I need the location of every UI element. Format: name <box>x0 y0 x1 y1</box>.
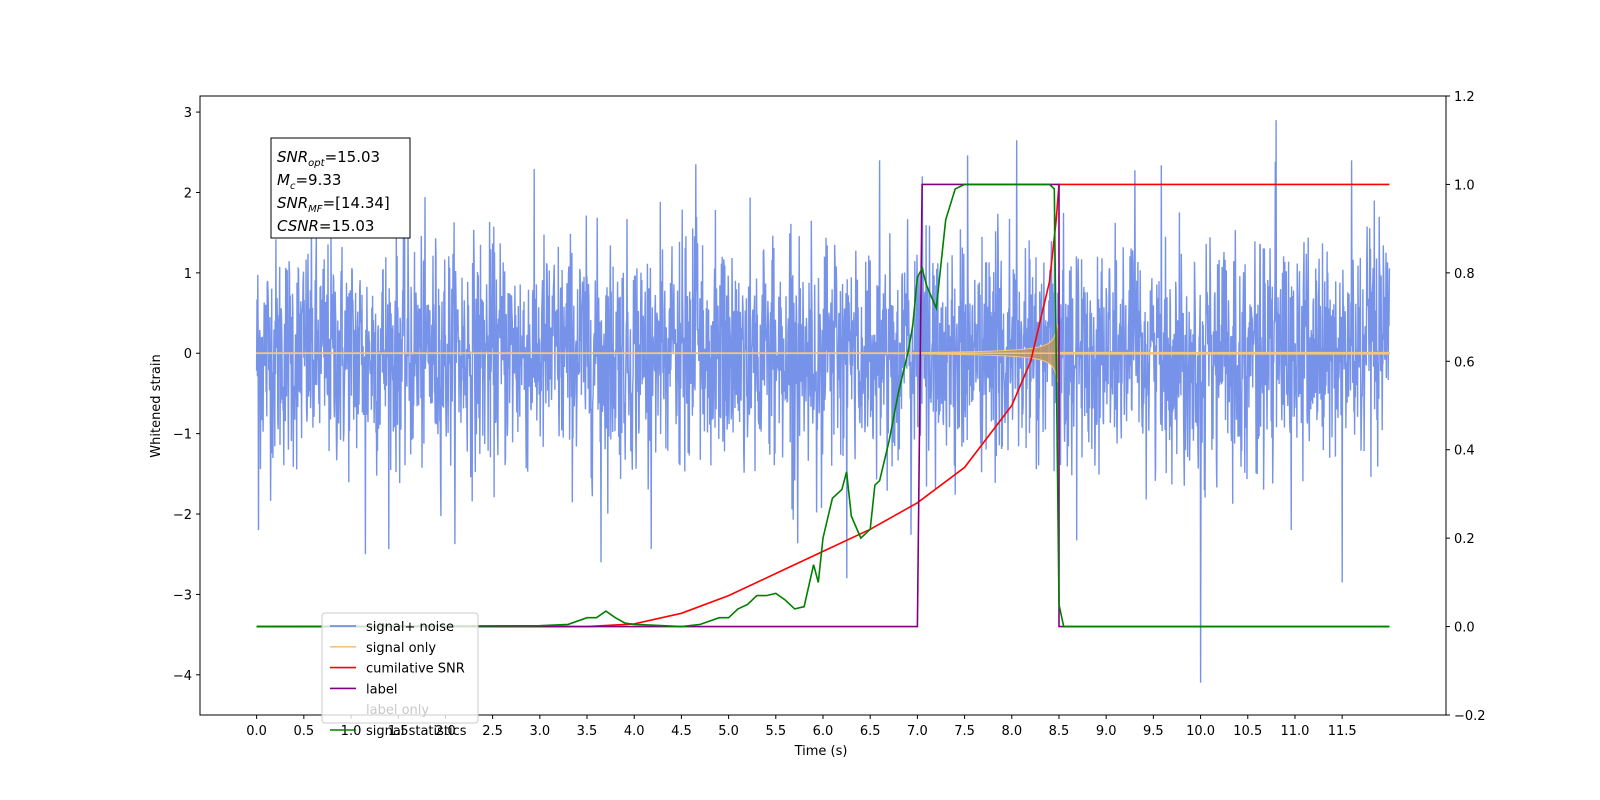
x-tick-label: 8.0 <box>1001 724 1022 739</box>
y2-tick-label: 0.6 <box>1454 355 1475 370</box>
y-tick-label: 2 <box>184 186 192 201</box>
x-tick-label: 3.5 <box>577 724 598 739</box>
x-tick-label: 7.5 <box>954 724 975 739</box>
x-tick-label: 0.0 <box>246 724 267 739</box>
annotation-frame <box>270 137 411 239</box>
y-axis-ticks: 3 2 1 0 −1 −2 −3 −4 <box>173 106 200 684</box>
legend-frame <box>321 612 479 724</box>
y-tick-label: 3 <box>184 106 192 121</box>
x-tick-label: 2.5 <box>482 724 503 739</box>
y2-tick-label: 0.0 <box>1454 621 1475 636</box>
y-axis-label: Whitened strain <box>149 354 164 457</box>
x-tick-label: 8.5 <box>1049 724 1070 739</box>
y2-tick-label: 0.8 <box>1454 267 1475 282</box>
x-tick-label: 4.5 <box>671 724 692 739</box>
y-tick-label: 0 <box>184 347 192 362</box>
legend-entry-signal-only: signal only <box>366 641 436 656</box>
legend: signal+ noise signal only cumilative SNR la… <box>321 612 479 739</box>
x-tick-label: 9.5 <box>1143 724 1164 739</box>
y2-tick-label: 0.4 <box>1454 444 1475 459</box>
y-tick-label: −3 <box>173 588 192 603</box>
x-tick-label: 10.5 <box>1233 724 1262 739</box>
x-tick-label: 1.0 <box>341 724 362 739</box>
annotation-line: SNRopt=15.03 <box>277 148 380 169</box>
legend-entry-label-only: label only <box>366 703 429 718</box>
y2-tick-label: −0.2 <box>1454 709 1486 724</box>
x-axis-ticks: 0.0 0.5 1.0 1.5 2.0 2.5 3.0 3.5 4.0 4.5 5.0 5.5 6.0 6… <box>246 715 1357 739</box>
y2-axis-ticks: 1.2 1.0 0.8 0.6 0.4 0.2 0.0 −0.2 <box>1446 90 1486 724</box>
series-signal-statistics-line <box>256 183 1390 628</box>
legend-entry-signal-noise: signal+ noise <box>366 620 454 635</box>
x-axis-label: Time (s) <box>794 744 848 759</box>
x-tick-label: 5.0 <box>718 724 739 739</box>
y-tick-label: −1 <box>173 428 192 443</box>
y-tick-label: 1 <box>184 267 192 282</box>
x-tick-label: 10.0 <box>1186 724 1215 739</box>
x-tick-label: 2.0 <box>435 724 456 739</box>
legend-entry-signal-statistics: signal statistics <box>366 724 467 739</box>
x-tick-label: 3.0 <box>529 724 550 739</box>
x-tick-label: 5.5 <box>765 724 786 739</box>
x-tick-label: 9.0 <box>1096 724 1117 739</box>
y2-tick-label: 0.2 <box>1454 532 1475 547</box>
legend-entry-cumilative-snr: cumilative SNR <box>366 662 465 677</box>
x-tick-label: 11.5 <box>1328 724 1357 739</box>
x-tick-label: 11.0 <box>1280 724 1309 739</box>
annotation-line: SNRMF=[14.34] <box>277 194 390 215</box>
series-signal-noise-line <box>255 120 1391 683</box>
y-tick-label: −2 <box>173 508 192 523</box>
x-tick-label: 0.5 <box>293 724 314 739</box>
x-tick-label: 7.0 <box>907 724 928 739</box>
series-layer <box>255 120 1391 683</box>
series-cumilative-snr-line <box>256 183 1390 628</box>
x-tick-label: 4.0 <box>624 724 645 739</box>
x-tick-label: 6.0 <box>813 724 834 739</box>
x-tick-label: 1.5 <box>388 724 409 739</box>
legend-entry-label: label <box>366 682 397 697</box>
annotation-line: CSNR=15.03 <box>277 217 374 235</box>
annotation-line: Mc=9.33 <box>277 171 341 192</box>
y-tick-label: −4 <box>173 669 192 684</box>
y2-tick-label: 1.2 <box>1454 90 1475 105</box>
x-tick-label: 6.5 <box>860 724 881 739</box>
y2-tick-label: 1.0 <box>1454 178 1475 193</box>
